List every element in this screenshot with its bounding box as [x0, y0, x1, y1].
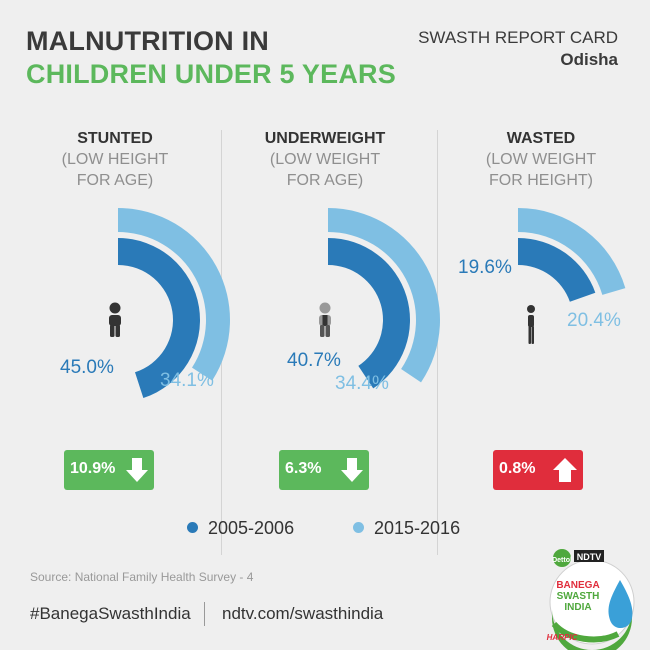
panel-subtitle: FOR HEIGHT): [489, 172, 593, 189]
data-label-stunted-2015: 34.1%: [160, 370, 214, 391]
arc-wasted-2015-2016: [518, 208, 626, 295]
state-name: Odisha: [560, 50, 618, 69]
panel-title: UNDERWEIGHT: [264, 130, 386, 147]
logo-line1: BANEGA: [556, 580, 599, 591]
arc-underweight-2005-2006: [328, 238, 410, 389]
arc-wasted-2005-2006: [518, 238, 596, 302]
panel-subtitle: (LOW WEIGHT: [485, 151, 597, 168]
legend-swatch: [353, 522, 364, 533]
panel-subtitle: FOR AGE): [76, 172, 154, 189]
data-label-underweight-2015: 34.4%: [335, 373, 389, 394]
legend-swatch: [187, 522, 198, 533]
child-icon: [319, 302, 331, 337]
arrow-down-icon: [126, 458, 148, 482]
title-line2: CHILDREN UNDER 5 YEARS: [26, 59, 396, 89]
change-badge-stunted: 10.9%: [64, 450, 154, 490]
legend-label: 2005-2006: [208, 518, 295, 538]
panel-header-underweight: UNDERWEIGHT (LOW WEIGHT FOR AGE): [221, 128, 429, 191]
panel-header-wasted: WASTED (LOW WEIGHT FOR HEIGHT): [437, 128, 645, 191]
change-value: 0.8%: [499, 460, 536, 477]
change-value: 6.3%: [285, 460, 322, 477]
panel-title: WASTED: [506, 130, 576, 147]
thin-child-icon: [527, 305, 535, 344]
arc-stunted-2005-2006: [118, 238, 200, 398]
change-badge-underweight: 6.3%: [279, 450, 369, 490]
data-label-wasted-2005: 19.6%: [458, 257, 512, 278]
legend-item-2005: 2005-2006: [187, 518, 294, 539]
panel-title: STUNTED: [77, 130, 153, 147]
data-label-wasted-2015: 20.4%: [567, 310, 621, 331]
panel-subtitle: FOR AGE): [286, 172, 364, 189]
arrow-up-icon: [553, 458, 577, 482]
change-value: 10.9%: [70, 460, 116, 477]
child-icon: [109, 302, 121, 337]
report-card-label: SWASTH REPORT CARD: [418, 28, 618, 47]
hashtag: #BanegaSwasthIndia: [30, 604, 191, 623]
logo-line2: SWASTH: [557, 591, 600, 602]
data-label-stunted-2005: 45.0%: [60, 357, 114, 378]
data-label-underweight-2005: 40.7%: [287, 350, 341, 371]
arc-underweight-2015-2016: [328, 208, 440, 383]
footer-separator: [204, 602, 205, 626]
source-note: Source: National Family Health Survey - …: [30, 570, 254, 584]
logo-line3: INDIA: [564, 602, 591, 613]
panel-subtitle: (LOW WEIGHT: [269, 151, 381, 168]
legend-label: 2015-2016: [374, 518, 461, 538]
logo-brand1: Dettol: [552, 557, 572, 564]
arrow-down-icon: [341, 458, 363, 482]
arc-stunted-2015-2016: [118, 208, 231, 381]
title-line1: MALNUTRITION IN: [26, 26, 269, 56]
change-badge-wasted: 0.8%: [493, 450, 583, 490]
panel-subtitle: (LOW HEIGHT: [61, 151, 169, 168]
site-url: ndtv.com/swasthindia: [222, 604, 384, 623]
legend-item-2015: 2015-2016: [353, 518, 460, 539]
campaign-logo: Dettol NDTV BANEGA SWASTH INDIA HARPIC: [547, 549, 635, 650]
panel-header-stunted: STUNTED (LOW HEIGHT FOR AGE): [11, 128, 219, 191]
logo-brand2: NDTV: [577, 552, 602, 562]
logo-brand3: HARPIC: [547, 633, 578, 642]
